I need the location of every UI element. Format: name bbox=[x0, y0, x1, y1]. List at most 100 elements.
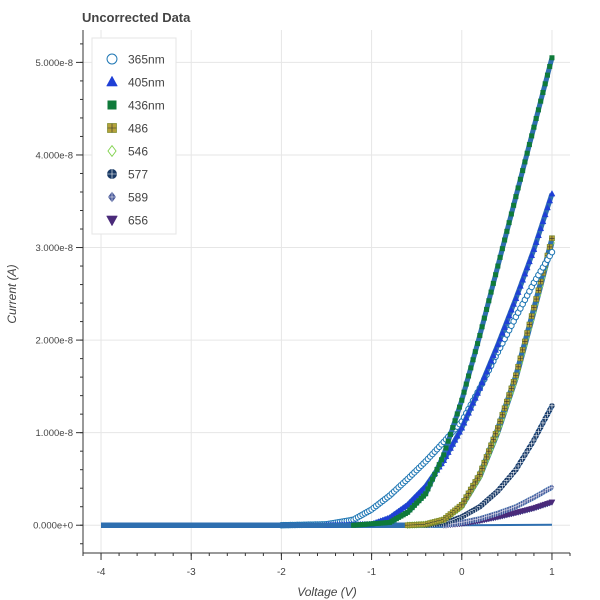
data-point-436nm bbox=[540, 89, 546, 95]
legend-label-589: 589 bbox=[128, 191, 148, 205]
data-point-486 bbox=[546, 244, 553, 250]
data-point-577 bbox=[546, 407, 553, 413]
data-point-405nm bbox=[503, 317, 511, 325]
data-point-405nm bbox=[528, 251, 536, 259]
data-point-405nm bbox=[447, 444, 454, 451]
data-point-436nm bbox=[544, 72, 550, 78]
data-point-405nm bbox=[546, 197, 554, 204]
data-point-436nm bbox=[522, 159, 528, 165]
legend-label-486: 486 bbox=[128, 122, 148, 136]
data-point-405nm bbox=[514, 288, 522, 295]
data-point-486-cross bbox=[484, 454, 490, 460]
data-point-486-cross bbox=[477, 471, 483, 477]
y-tick-label: 2.000e-8 bbox=[35, 336, 73, 347]
data-point-486-cross bbox=[502, 405, 508, 411]
x-tick-label: -3 bbox=[187, 567, 196, 578]
data-point-405nm bbox=[487, 357, 495, 364]
legend-marker-577-cross bbox=[107, 169, 117, 179]
data-point-405nm bbox=[523, 264, 531, 271]
data-point-405nm bbox=[521, 270, 529, 277]
legend-box bbox=[91, 37, 177, 235]
data-point-405nm bbox=[492, 346, 500, 353]
legend-marker-405nm bbox=[106, 75, 118, 87]
data-point-436nm bbox=[499, 246, 505, 252]
data-point-486 bbox=[528, 313, 535, 319]
legend-marker-486 bbox=[107, 123, 117, 133]
data-point-486-cross bbox=[515, 364, 521, 370]
data-point-486-cross bbox=[495, 425, 501, 431]
data-point-656 bbox=[548, 499, 556, 506]
data-point-405nm bbox=[474, 389, 481, 396]
data-point-436nm bbox=[531, 124, 537, 130]
data-point-486 bbox=[549, 235, 555, 242]
plot-area bbox=[99, 55, 556, 530]
data-point-405nm bbox=[505, 312, 513, 319]
data-point-365nm bbox=[548, 248, 556, 256]
data-point-436nm bbox=[490, 280, 496, 286]
data-point-486-cross bbox=[531, 305, 537, 311]
data-point-405nm bbox=[458, 424, 466, 431]
legend-marker-436nm bbox=[107, 100, 117, 110]
legend-marker-486-cross bbox=[107, 123, 117, 133]
data-point-436nm bbox=[488, 289, 494, 295]
data-point-577 bbox=[537, 424, 544, 430]
legend-marker-656 bbox=[106, 215, 118, 227]
data-point-436nm bbox=[508, 211, 514, 217]
data-point-486 bbox=[517, 355, 524, 362]
data-point-405nm bbox=[451, 436, 459, 443]
data-point-436nm bbox=[493, 272, 499, 278]
data-point-405nm bbox=[519, 276, 527, 283]
data-point-436nm bbox=[445, 438, 451, 444]
data-point-486 bbox=[513, 372, 519, 379]
data-point-577-cross bbox=[519, 455, 526, 462]
data-point-589 bbox=[549, 484, 555, 491]
data-point-486-cross bbox=[508, 385, 514, 391]
data-point-436nm bbox=[475, 341, 481, 347]
data-point-405nm bbox=[485, 362, 493, 369]
data-point-486-cross bbox=[479, 466, 485, 472]
legend-label-365nm: 365nm bbox=[128, 53, 165, 67]
data-point-486-cross bbox=[522, 338, 528, 344]
data-point-436nm bbox=[463, 381, 469, 387]
data-point-486 bbox=[533, 296, 540, 302]
data-point-577 bbox=[540, 420, 546, 426]
data-point-405nm bbox=[548, 190, 556, 197]
data-point-405nm bbox=[456, 428, 463, 435]
data-point-436nm bbox=[436, 462, 442, 468]
data-point-577-cross bbox=[513, 466, 519, 473]
data-point-577-cross bbox=[546, 407, 553, 413]
x-tick-label: 1 bbox=[549, 567, 555, 578]
legend-marker-589 bbox=[107, 191, 117, 203]
legend-marker-577 bbox=[107, 169, 117, 179]
x-axis-label: Voltage (V) bbox=[297, 585, 357, 599]
data-point-486 bbox=[510, 379, 517, 385]
data-point-436nm bbox=[517, 176, 523, 182]
data-point-436nm bbox=[533, 116, 539, 122]
data-point-436nm bbox=[459, 397, 465, 403]
data-point-405nm bbox=[530, 245, 538, 252]
data-point-486-cross bbox=[490, 437, 496, 443]
legend-marker-365nm bbox=[106, 53, 118, 65]
data-point-436nm bbox=[438, 457, 444, 463]
data-point-486 bbox=[531, 304, 537, 311]
data-point-486-cross bbox=[533, 296, 539, 302]
data-point-436nm bbox=[468, 365, 474, 371]
data-point-486 bbox=[481, 459, 488, 466]
legend-label-656: 656 bbox=[128, 214, 148, 228]
data-point-577-cross bbox=[526, 444, 533, 451]
data-point-405nm bbox=[460, 419, 468, 426]
data-point-405nm bbox=[535, 231, 542, 238]
data-point-486-cross bbox=[547, 244, 553, 250]
data-point-436nm bbox=[524, 150, 530, 156]
data-point-486 bbox=[524, 330, 531, 336]
data-point-486-cross bbox=[493, 431, 499, 437]
data-point-405nm bbox=[498, 329, 506, 336]
data-point-405nm bbox=[467, 404, 475, 411]
data-point-405nm bbox=[516, 282, 524, 289]
data-point-436nm bbox=[504, 228, 510, 234]
data-point-486-cross bbox=[520, 347, 526, 353]
data-point-405nm bbox=[471, 394, 479, 401]
x-tick-label: -2 bbox=[277, 567, 286, 578]
data-point-436nm bbox=[486, 298, 492, 304]
data-point-486-cross bbox=[517, 355, 523, 361]
